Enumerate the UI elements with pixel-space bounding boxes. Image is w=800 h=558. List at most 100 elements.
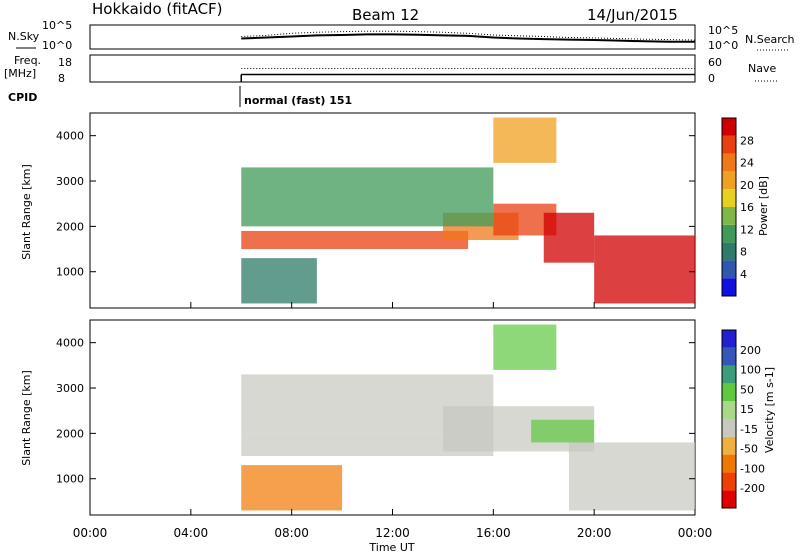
colorbar-swatch — [722, 472, 736, 491]
colorbar-swatch — [722, 401, 736, 419]
velocity-band — [493, 324, 557, 370]
colorbar-tick: -100 — [740, 462, 765, 475]
x-tick-label: 16:00 — [476, 526, 511, 540]
colorbar-frame — [721, 329, 737, 509]
power-cbar-label: Power [dB] — [757, 176, 770, 236]
nave-label: Nave — [748, 62, 776, 75]
colorbar-tick: 4 — [740, 268, 747, 281]
colorbar-swatch — [722, 153, 736, 172]
colorbar-tick: -15 — [740, 423, 758, 436]
colorbar-tick: 100 — [740, 364, 761, 377]
colorbar-swatch — [722, 330, 736, 348]
colorbar-swatch — [722, 242, 736, 261]
colorbar-swatch — [722, 224, 736, 243]
beam-title: Beam 12 — [352, 6, 419, 24]
colorbar-swatch — [722, 436, 736, 455]
nsky-left-tick-top: 10^5 — [42, 19, 72, 32]
colorbar-swatch — [722, 419, 736, 437]
velocity-band — [241, 465, 343, 511]
nsky-right-tick-top: 10^5 — [708, 24, 738, 37]
x-axis-label: Time UT — [368, 541, 414, 554]
x-tick-label: 12:00 — [375, 526, 410, 540]
freq-tick-top: 18 — [58, 56, 72, 69]
freq-tick-bottom: 8 — [58, 72, 65, 85]
colorbar-frame — [721, 117, 737, 297]
nsky-frame — [89, 24, 696, 50]
nsky-right-tick-bottom: 10^0 — [708, 39, 738, 52]
series-line-nsearch — [241, 30, 696, 41]
power-band — [543, 212, 595, 263]
nsky-series — [241, 30, 696, 43]
colorbar-tick: 20 — [740, 179, 754, 192]
nsearch-label: N.Search — [745, 33, 795, 46]
power-ylabel: Slant Range [km] — [20, 164, 33, 260]
velocity-band — [241, 433, 494, 457]
colorbar-swatch — [722, 118, 736, 136]
nsky-label: N.Sky — [8, 30, 40, 43]
power-yticks: 4000 3000 2000 1000 — [56, 130, 695, 279]
power-colorbar: 28 24 20 16 12 8 4 — [721, 117, 754, 297]
colorbar-swatch — [722, 260, 736, 279]
y-tick-label: 1000 — [56, 266, 84, 279]
colorbar-swatch — [722, 490, 736, 508]
x-axis-ticks: 00:00 04:00 08:00 12:00 16:00 20:00 00:00 — [73, 302, 713, 540]
colorbar-swatch — [722, 278, 736, 296]
velocity-colorbar: 200 100 50 15 -15 -50 -100 -200 — [721, 329, 765, 509]
colorbar-tick: -200 — [740, 482, 765, 495]
velocity-panel: Slant Range [km] 4000 3000 2000 1000 200 100… — [20, 319, 776, 516]
nsky-panel: N.Sky 10^5 10^0 10^5 10^0 N.Search — [8, 19, 795, 52]
colorbar-tick: -50 — [740, 443, 758, 456]
colorbar-tick: 28 — [740, 134, 754, 147]
cpid-annotation: normal (fast) 151 — [244, 94, 352, 107]
colorbar-swatch — [722, 454, 736, 473]
freq-panel: Freq. [MHz] 18 8 60 0 Nave — [4, 54, 778, 85]
colorbar-tick: 50 — [740, 383, 754, 396]
freq-label: Freq. — [14, 54, 41, 67]
colorbar-swatch — [722, 347, 736, 366]
velocity-heatmap — [241, 324, 695, 511]
colorbar-swatch — [722, 207, 736, 225]
colorbar-tick: 15 — [740, 403, 754, 416]
colorbar-swatch — [722, 383, 736, 402]
velocity-ylabel: Slant Range [km] — [20, 370, 33, 466]
velocity-cbar-label: Velocity [m s-1] — [763, 367, 776, 453]
power-band — [241, 230, 469, 250]
velocity-band — [568, 442, 695, 511]
colorbar-swatch — [722, 189, 736, 207]
colorbar-swatch — [722, 365, 736, 384]
cpid-label: CPID — [8, 91, 37, 104]
nave-tick-bottom: 0 — [708, 72, 715, 85]
colorbar-swatch — [722, 135, 736, 154]
series-line-nsky — [241, 33, 695, 43]
x-tick-label: 20:00 — [577, 526, 612, 540]
power-panel: Slant Range [km] 4000 3000 2000 1000 28 24 20… — [20, 112, 770, 309]
colorbar-swatch — [722, 171, 736, 190]
y-tick-label: 2000 — [56, 220, 84, 233]
y-tick-label: 4000 — [56, 337, 84, 350]
x-tick-label: 08:00 — [274, 526, 309, 540]
power-band — [241, 167, 494, 227]
y-tick-label: 4000 — [56, 130, 84, 143]
y-tick-label: 3000 — [56, 175, 84, 188]
x-tick-label: 00:00 — [73, 526, 108, 540]
colorbar-tick: 200 — [740, 344, 761, 357]
y-tick-label: 2000 — [56, 427, 84, 440]
x-tick-label: 00:00 — [678, 526, 713, 540]
station-title: Hokkaido (fitACF) — [92, 0, 223, 18]
power-band — [493, 117, 557, 163]
power-band — [241, 258, 317, 304]
date-title: 14/Jun/2015 — [587, 6, 678, 24]
nsky-left-tick-bottom: 10^0 — [42, 39, 72, 52]
power-heatmap — [241, 117, 695, 304]
nave-tick-top: 60 — [708, 56, 722, 69]
velocity-band — [531, 419, 595, 443]
colorbar-tick: 8 — [740, 246, 747, 259]
y-tick-label: 3000 — [56, 382, 84, 395]
velocity-yticks: 4000 3000 2000 1000 — [56, 337, 695, 486]
colorbar-tick: 16 — [740, 201, 754, 214]
freq-units: [MHz] — [4, 67, 36, 80]
x-tick-label: 04:00 — [174, 526, 209, 540]
y-tick-label: 1000 — [56, 473, 84, 486]
colorbar-tick: 12 — [740, 223, 754, 236]
